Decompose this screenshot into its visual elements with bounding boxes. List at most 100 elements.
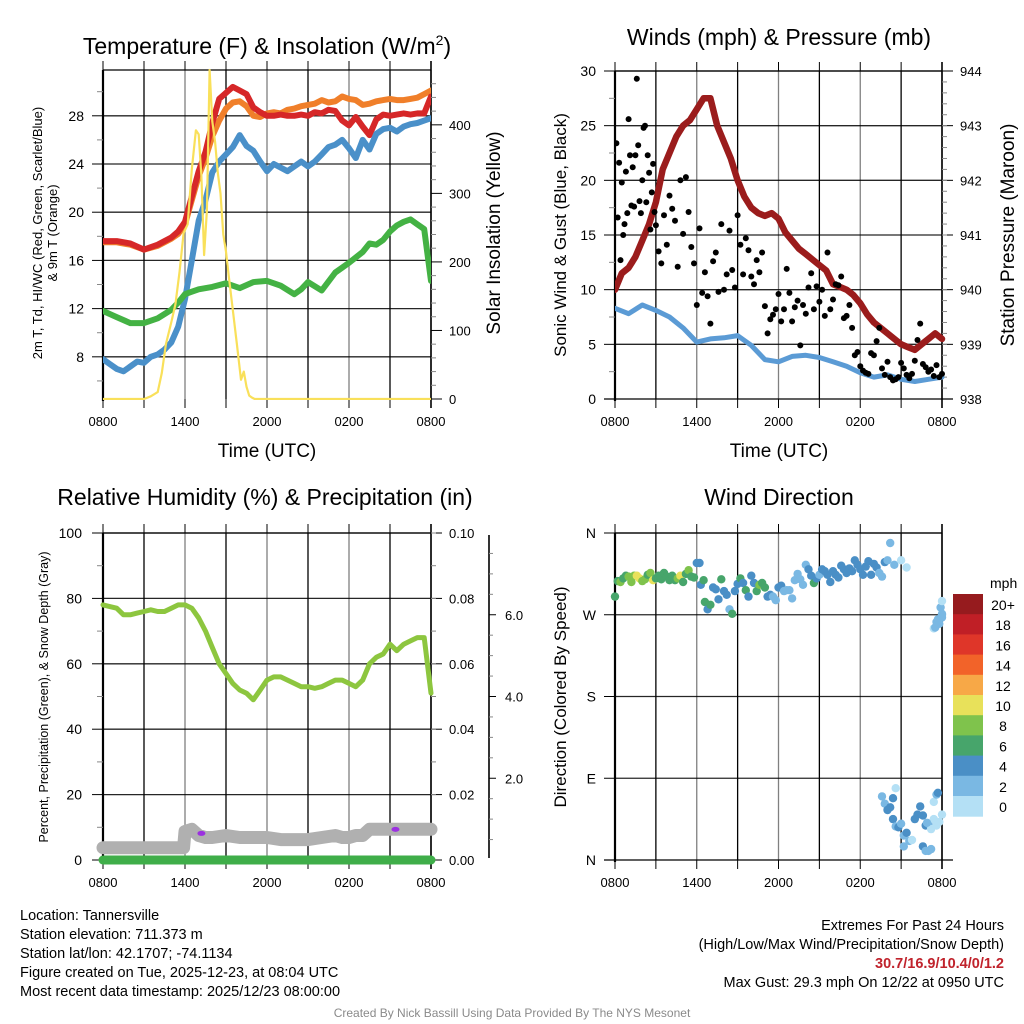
gust-point [715, 288, 722, 295]
gust-point [865, 370, 872, 377]
direction-point [804, 565, 813, 574]
direction-point [877, 572, 887, 581]
insolation-ytick-label: 0 [449, 392, 456, 407]
direction-point [699, 576, 708, 585]
direction-point [902, 828, 911, 837]
direction-point [902, 563, 911, 572]
gust-point [712, 249, 719, 256]
direction-point [886, 803, 895, 812]
gust-point [620, 232, 627, 238]
colorbar-label: 2 [999, 779, 1007, 795]
gust-point [849, 324, 856, 331]
gust-point [699, 289, 706, 296]
winds-chart: Winds (mph) & Pressure (mb) 0800 1400 2000 0… [551, 24, 1019, 462]
direction-point [646, 568, 655, 578]
gust-point [701, 269, 708, 276]
direction-point [785, 586, 794, 595]
direction-point [717, 575, 726, 584]
direction-point [883, 556, 892, 565]
gust-point [879, 365, 885, 372]
gust-point [704, 293, 711, 300]
direction-point [886, 538, 895, 548]
max-gust-text: Max Gust: 29.3 mph On 12/22 at 0950 UTC [723, 975, 1004, 991]
precip-ytick-label: 0.10 [449, 526, 474, 541]
precip-ytick-label: 0.04 [449, 722, 474, 737]
pressure-ytick-label: 944 [960, 64, 982, 79]
direction-point [826, 577, 835, 587]
gust-point [726, 227, 733, 234]
title-text-end: ) [443, 33, 451, 59]
dir-points-group [610, 538, 947, 856]
direction-point [858, 570, 868, 579]
gust-point [658, 260, 665, 267]
pressure-ytick-label: 941 [960, 228, 982, 243]
gust-point [635, 142, 642, 149]
temp-ytick-label: 12 [68, 301, 84, 317]
direction-point [877, 792, 887, 801]
gust-point [854, 349, 861, 355]
colorbar-swatch [953, 775, 983, 797]
precip-ytick-label: 0.02 [449, 788, 474, 803]
gust-point [655, 248, 662, 255]
series-solar-insolation [103, 68, 431, 400]
direction-point [695, 558, 704, 568]
wind-xlabel: Time (UTC) [730, 441, 829, 462]
direction-point [922, 818, 932, 827]
gust-point [616, 159, 623, 166]
gust-point [648, 189, 655, 196]
gust-point [742, 235, 749, 242]
extremes-values: 30.7/16.9/10.4/0/1.2 [875, 956, 1004, 972]
colorbar-swatch [953, 614, 983, 635]
series-snow-depth [96, 822, 438, 855]
gust-point [810, 306, 817, 313]
gust-point [639, 177, 646, 184]
gust-point [627, 152, 633, 159]
wind-ytick-label: 10 [580, 282, 596, 298]
rh-ytick-label: 80 [66, 590, 82, 606]
winds-chart-title: Winds (mph) & Pressure (mb) [627, 24, 931, 50]
credit-text: Created By Nick Bassill Using Data Provi… [333, 1006, 691, 1020]
gust-point [911, 357, 918, 364]
direction-point [937, 596, 947, 606]
gust-point [729, 267, 736, 273]
gust-point [824, 249, 831, 256]
gust-point [843, 312, 850, 319]
direction-point [937, 613, 947, 622]
gust-point [906, 375, 913, 382]
gust-point [838, 273, 845, 280]
rh-xtick-label: 1400 [171, 875, 200, 890]
direction-point [933, 788, 943, 797]
gust-point [622, 168, 629, 175]
gust-point [898, 359, 905, 366]
gust-point [876, 324, 883, 331]
direction-chart-title: Wind Direction [704, 484, 854, 510]
series-2m-temperature [103, 83, 431, 253]
rh-ytick-label: 40 [66, 721, 82, 737]
pressure-ytick-label: 938 [960, 392, 982, 407]
gust-point [737, 241, 744, 248]
gust-point [748, 273, 755, 280]
gust-point [680, 230, 687, 237]
gust-point [778, 318, 785, 325]
direction-point [738, 578, 748, 588]
temp-xtick-label: 0800 [89, 414, 118, 429]
gust-point [688, 244, 695, 250]
temp-xtick-label: 0800 [417, 414, 446, 429]
title-text: Temperature (F) & Insolation (W/m [83, 33, 436, 59]
gust-point [707, 320, 714, 327]
gust-point [900, 365, 907, 372]
temperature-chart: Temperature (F) & Insolation (W/m2) 0800 1… [30, 32, 505, 462]
gust-point [643, 199, 650, 206]
pressure-ytick-label: 939 [960, 337, 982, 352]
humidity-chart: Relative Humidity (%) & Precipitation (i… [37, 484, 523, 890]
gust-point [786, 289, 793, 296]
direction-point [689, 573, 699, 582]
insolation-ytick-label: 300 [449, 186, 471, 201]
gust-point [652, 222, 659, 229]
gust-point [624, 210, 631, 217]
pressure-ytick-label: 943 [960, 119, 982, 134]
gust-point [830, 296, 836, 303]
temp-ylabel-line2: & 9m T (Orange) [45, 184, 60, 281]
direction-point [728, 609, 737, 618]
temp-ytick-label: 20 [68, 204, 84, 220]
